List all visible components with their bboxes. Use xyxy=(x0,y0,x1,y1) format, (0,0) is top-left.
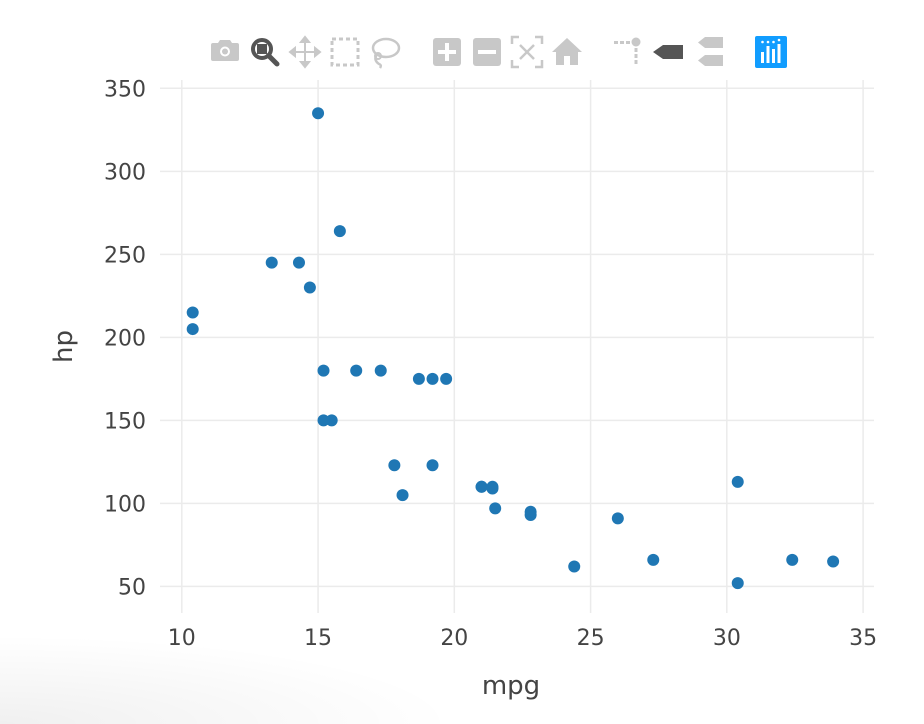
data-point[interactable] xyxy=(489,502,502,515)
autoscale-icon xyxy=(510,35,544,69)
lasso-select-button[interactable] xyxy=(365,32,405,72)
y-tick-label: 200 xyxy=(104,326,146,351)
data-point[interactable] xyxy=(647,553,660,566)
x-tick-label: 15 xyxy=(304,626,332,651)
x-tick-label: 35 xyxy=(849,626,877,651)
data-point[interactable] xyxy=(312,107,325,120)
y-axis-title: hp xyxy=(49,330,79,363)
modebar-group xyxy=(609,32,729,72)
lasso-select-icon xyxy=(371,37,401,69)
box-select-icon xyxy=(330,37,360,67)
data-point[interactable] xyxy=(731,475,744,488)
modebar-toolbar xyxy=(205,30,813,74)
x-axis-title: mpg xyxy=(482,671,540,701)
data-point[interactable] xyxy=(524,505,537,518)
y-tick-label: 100 xyxy=(104,492,146,517)
y-tick-label: 350 xyxy=(104,77,146,102)
modebar-group xyxy=(427,32,587,72)
plotly-logo-icon xyxy=(755,36,787,68)
data-point[interactable] xyxy=(265,256,278,269)
compare-data-button[interactable] xyxy=(689,32,729,72)
x-tick-label: 30 xyxy=(713,626,741,651)
data-point[interactable] xyxy=(412,372,425,385)
data-point[interactable] xyxy=(475,480,488,493)
pan-icon xyxy=(288,35,322,69)
data-point[interactable] xyxy=(186,306,199,319)
zoom-in-icon xyxy=(433,38,461,66)
y-tick-label: 300 xyxy=(104,160,146,185)
reset-axes-button[interactable] xyxy=(547,32,587,72)
data-point[interactable] xyxy=(786,553,799,566)
pan-button[interactable] xyxy=(285,32,325,72)
y-tick-label: 150 xyxy=(104,409,146,434)
show-closest-data-button[interactable] xyxy=(649,32,689,72)
x-tick-label: 20 xyxy=(440,626,468,651)
camera-icon xyxy=(211,40,239,61)
data-point[interactable] xyxy=(292,256,305,269)
x-tick-label: 25 xyxy=(577,626,605,651)
data-point[interactable] xyxy=(731,577,744,590)
data-point[interactable] xyxy=(426,459,439,472)
zoom-out-icon xyxy=(473,38,501,66)
zoom-icon xyxy=(251,38,280,67)
toggle-spike-lines-button[interactable] xyxy=(609,32,649,72)
x-tick-label: 10 xyxy=(168,626,196,651)
data-point[interactable] xyxy=(374,364,387,377)
data-point[interactable] xyxy=(303,281,316,294)
hover-closest-icon xyxy=(653,45,683,59)
data-point[interactable] xyxy=(388,459,401,472)
zoom-button[interactable] xyxy=(245,32,285,72)
home-icon xyxy=(552,38,582,65)
data-point[interactable] xyxy=(186,323,199,336)
download-plot-button[interactable] xyxy=(205,32,245,72)
zoom-out-button[interactable] xyxy=(467,32,507,72)
data-point[interactable] xyxy=(611,512,624,525)
spike-lines-icon xyxy=(614,37,641,64)
data-point[interactable] xyxy=(317,364,330,377)
modebar-group xyxy=(751,32,791,72)
data-point[interactable] xyxy=(568,560,581,573)
modebar-group xyxy=(205,32,405,72)
data-point[interactable] xyxy=(486,482,499,495)
box-select-button[interactable] xyxy=(325,32,365,72)
data-point[interactable] xyxy=(396,489,409,502)
data-point[interactable] xyxy=(426,372,439,385)
y-tick-label: 250 xyxy=(104,243,146,268)
plotly-logo-link[interactable] xyxy=(751,32,791,72)
autoscale-button[interactable] xyxy=(507,32,547,72)
data-point[interactable] xyxy=(440,372,453,385)
hover-compare-icon xyxy=(698,37,723,66)
data-point[interactable] xyxy=(333,225,346,238)
data-point[interactable] xyxy=(317,414,330,427)
y-tick-label: 50 xyxy=(118,575,146,600)
zoom-in-button[interactable] xyxy=(427,32,467,72)
data-point[interactable] xyxy=(827,555,840,568)
data-point[interactable] xyxy=(350,364,363,377)
